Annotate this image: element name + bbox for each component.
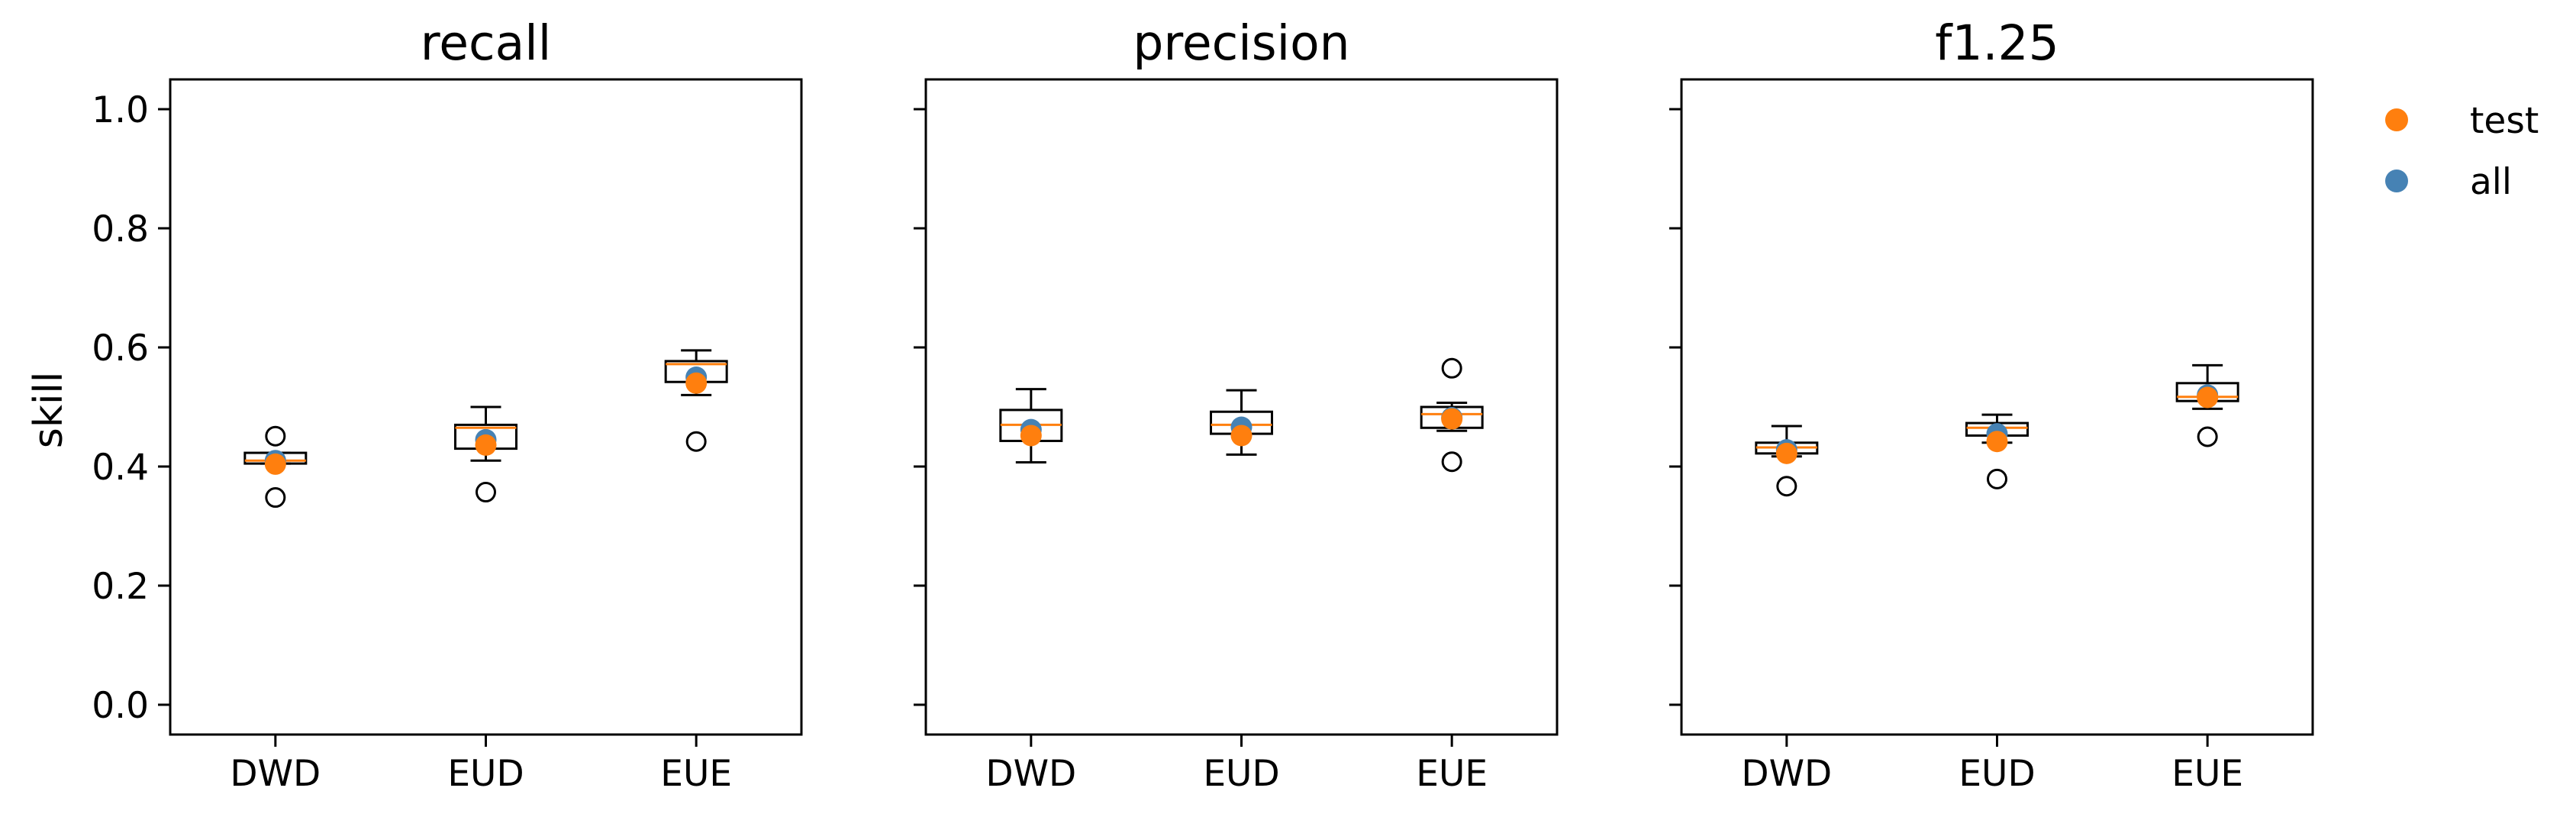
x-tick-label: EUE xyxy=(660,753,732,795)
outlier-point xyxy=(265,425,286,447)
x-tick-label: EUD xyxy=(1203,753,1279,795)
box-EUE xyxy=(1420,357,1484,473)
y-tick-label: 0.0 xyxy=(92,685,149,727)
panel-title: f1.25 xyxy=(1935,15,2059,71)
panel-precision: precision DWD EUD EUE xyxy=(914,15,1559,795)
y-tick-label: 0.2 xyxy=(92,566,149,608)
legend-label-test: test xyxy=(2470,100,2539,142)
y-tick-label: 1.0 xyxy=(92,89,149,131)
test-point xyxy=(264,453,286,475)
outlier-point xyxy=(2197,426,2218,447)
outlier-point xyxy=(1441,451,1462,473)
panel-f1.25: f1.25 DWD EUD EUE xyxy=(1669,15,2314,795)
outlier-point xyxy=(1441,357,1462,379)
outlier-point xyxy=(685,431,707,452)
legend-marker-all xyxy=(2385,170,2408,192)
legend-marker-test xyxy=(2385,108,2408,131)
outlier-point xyxy=(476,482,496,503)
legend-label-all: all xyxy=(2470,161,2512,203)
panel-recall: recall 0.0 0.2 0.4 0.6 0.8 1.0 DWD EUD EUE xyxy=(92,15,803,795)
test-point xyxy=(1230,425,1253,447)
test-point xyxy=(1441,408,1463,430)
y-tick-label: 0.8 xyxy=(92,208,149,250)
test-point xyxy=(685,372,708,394)
outlier-point xyxy=(265,487,286,509)
axes-frame xyxy=(1680,78,2314,736)
test-point xyxy=(475,434,497,456)
x-tick-label: EUD xyxy=(1959,753,2035,795)
x-tick-label: DWD xyxy=(1741,753,1832,795)
test-point xyxy=(1020,425,1042,447)
box-EUD xyxy=(454,405,517,503)
y-axis-label: skill xyxy=(26,372,72,449)
box-EUE xyxy=(664,349,728,452)
x-tick-label: DWD xyxy=(985,753,1076,795)
x-tick-label: EUE xyxy=(2171,753,2243,795)
axes-frame xyxy=(924,78,1559,736)
y-tick-label: 0.6 xyxy=(92,328,149,370)
y-tick-label: 0.4 xyxy=(92,447,149,489)
test-point xyxy=(1775,442,1797,464)
outlier-point xyxy=(1987,468,2007,489)
test-point xyxy=(1986,431,2008,453)
axes-frame xyxy=(169,78,803,736)
panel-title: recall xyxy=(421,15,552,71)
test-point xyxy=(2197,386,2219,408)
x-tick-label: EUD xyxy=(447,753,524,795)
x-tick-label: EUE xyxy=(1416,753,1488,795)
legend: test all xyxy=(2385,100,2539,203)
box-EUE xyxy=(2175,363,2239,447)
panel-title: precision xyxy=(1133,15,1349,71)
outlier-point xyxy=(1776,476,1797,497)
x-tick-label: DWD xyxy=(230,753,321,795)
